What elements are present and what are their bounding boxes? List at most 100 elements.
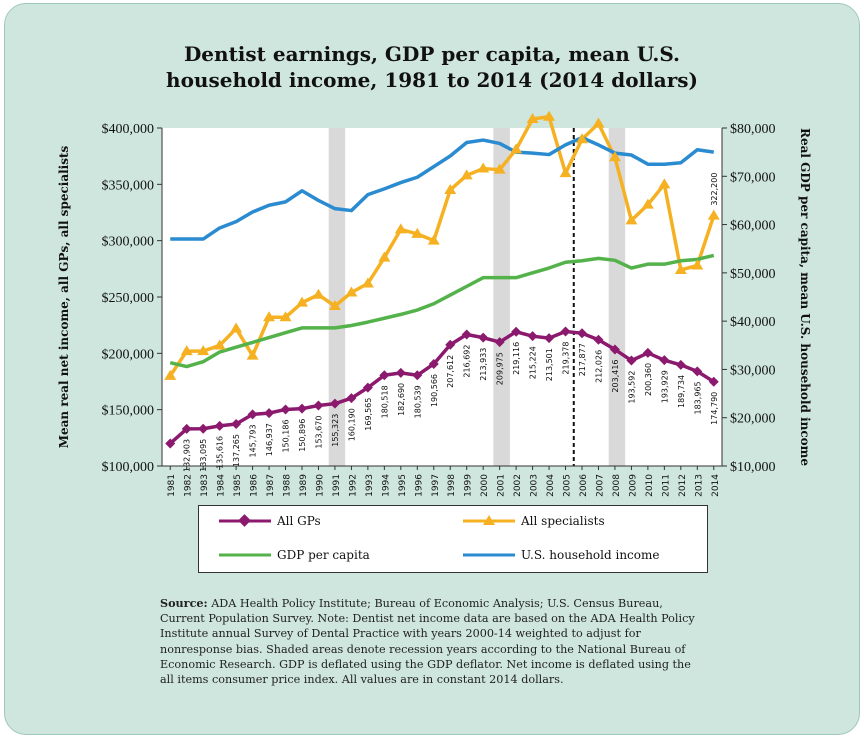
specialists-point-1994 <box>378 251 391 262</box>
specialists-point-1998 <box>444 183 457 194</box>
specialists-point-1997 <box>427 234 440 245</box>
gp-data-label-2003: 215,224 <box>529 346 538 379</box>
legend-swatch-specialists <box>463 515 515 525</box>
specialists-point-1989 <box>296 296 308 307</box>
gp-data-label-1988: 150,186 <box>282 419 291 452</box>
gp-data-label-2009: 193,592 <box>627 371 636 404</box>
gp-data-label-1989: 150,896 <box>298 419 307 452</box>
gp-data-label-2002: 219,116 <box>512 342 521 375</box>
x-tick-label: 1991 <box>332 474 342 497</box>
y-axis-left-title: Mean real net income, all GPs, all speci… <box>57 145 71 448</box>
right-tick-label: $80,000 <box>730 122 776 137</box>
right-tick-label: $10,000 <box>730 460 776 475</box>
x-tick-label: 2001 <box>497 474 507 497</box>
left-tick-label: $200,000 <box>102 347 155 362</box>
legend-swatch-gp <box>219 514 271 527</box>
x-tick-label: 2004 <box>546 474 556 497</box>
gp-point-1997 <box>428 358 439 369</box>
gp-point-2009 <box>626 355 637 366</box>
gp-data-label-2006: 217,877 <box>578 343 587 376</box>
legend-swatch-household <box>463 553 515 557</box>
specialists-point-1990 <box>312 288 325 299</box>
gp-point-2007 <box>593 334 604 345</box>
gp-data-label-2004: 213,501 <box>545 348 554 381</box>
left-tick-label: $250,000 <box>102 291 155 306</box>
gp-point-1995 <box>395 367 406 378</box>
x-tick-label: 1982 <box>184 474 194 497</box>
specialists-point-2012 <box>674 263 687 274</box>
gp-data-label-1984: 135,616 <box>216 436 225 469</box>
gp-data-label-1999: 216,692 <box>463 345 472 378</box>
gp-data-label-2011: 193,929 <box>660 370 669 403</box>
specialists-point-1993 <box>361 277 374 288</box>
gp-point-2008 <box>609 344 620 355</box>
gp-point-2006 <box>577 328 587 339</box>
gp-data-label-2001: 209,975 <box>496 352 505 385</box>
series-line-specialists <box>168 114 716 377</box>
gp-data-label-2007: 212,026 <box>594 350 603 383</box>
specialists-point-1987 <box>263 311 276 322</box>
right-tick-label: $30,000 <box>730 363 776 378</box>
plot-area <box>162 128 722 466</box>
specialists-point-2008 <box>608 151 621 162</box>
specialists-point-1991 <box>328 300 341 311</box>
gp-data-label-1995: 182,690 <box>397 383 406 416</box>
gp-point-1994 <box>379 370 390 381</box>
legend-label-gp: All GPs <box>277 514 321 528</box>
right-tick-label: $40,000 <box>730 315 776 330</box>
x-tick-label: 2009 <box>628 474 638 497</box>
specialists-data-label-2014: 322,200 <box>710 173 719 206</box>
source-note: Source: ADA Health Policy Institute; Bur… <box>160 596 708 687</box>
x-tick-label: 1992 <box>348 474 358 497</box>
gp-data-label-2012: 189,734 <box>677 375 686 408</box>
x-tick-label: 2008 <box>612 474 622 497</box>
x-tick-label: 1995 <box>398 474 408 497</box>
specialists-point-1982 <box>180 345 193 356</box>
gp-point-1992 <box>346 393 357 404</box>
right-tick-label: $50,000 <box>730 267 776 282</box>
gp-point-1998 <box>445 339 456 350</box>
series-line-household <box>170 135 715 241</box>
specialists-point-1995 <box>394 223 407 234</box>
gp-data-label-2010: 200,360 <box>644 363 653 396</box>
chart-title-line-1: Dentist earnings, GDP per capita, mean U… <box>183 42 681 66</box>
gp-point-1986 <box>247 409 258 420</box>
legend-swatch-gdp <box>219 553 271 557</box>
series-line-gp <box>169 329 715 445</box>
right-tick-label: $70,000 <box>730 170 776 185</box>
gp-data-label-1992: 160,190 <box>347 408 356 441</box>
gp-point-1981 <box>165 438 176 449</box>
specialists-point-2004 <box>543 110 556 121</box>
x-tick-label: 1983 <box>200 474 210 497</box>
recession-band-1 <box>493 128 510 466</box>
gp-point-1990 <box>313 400 324 411</box>
specialists-point-2014 <box>707 209 720 220</box>
gp-data-label-2005: 219,378 <box>562 342 571 375</box>
x-tick-label: 2010 <box>645 474 655 497</box>
x-tick-label: 1986 <box>250 474 260 497</box>
x-tick-label: 1996 <box>414 474 424 497</box>
left-tick-label: $350,000 <box>102 178 155 193</box>
x-tick-label: 2003 <box>530 474 540 497</box>
gp-point-1985 <box>231 419 242 430</box>
gp-point-1984 <box>214 420 225 431</box>
specialists-point-1999 <box>460 169 473 180</box>
source-label: Source: <box>160 596 208 610</box>
x-tick-label: 1989 <box>299 474 309 497</box>
x-tick-label: 1998 <box>447 474 457 497</box>
gp-point-1983 <box>198 423 209 434</box>
specialists-point-1981 <box>164 369 177 380</box>
specialists-point-1996 <box>411 227 424 238</box>
specialists-point-1988 <box>279 311 292 322</box>
x-tick-label: 1985 <box>233 474 243 497</box>
source-text: ADA Health Policy Institute; Bureau of E… <box>160 597 695 687</box>
x-tick-label: 1990 <box>315 474 325 497</box>
legend-label-gdp: GDP per capita <box>277 548 370 562</box>
gp-point-2012 <box>675 359 686 370</box>
gp-point-1996 <box>412 370 423 381</box>
gp-data-label-1990: 153,670 <box>314 416 323 449</box>
x-tick-label: 2005 <box>563 474 573 497</box>
gp-data-label-2000: 213,933 <box>479 348 488 381</box>
gp-point-1993 <box>362 382 373 393</box>
right-tick-label: $60,000 <box>730 219 776 234</box>
